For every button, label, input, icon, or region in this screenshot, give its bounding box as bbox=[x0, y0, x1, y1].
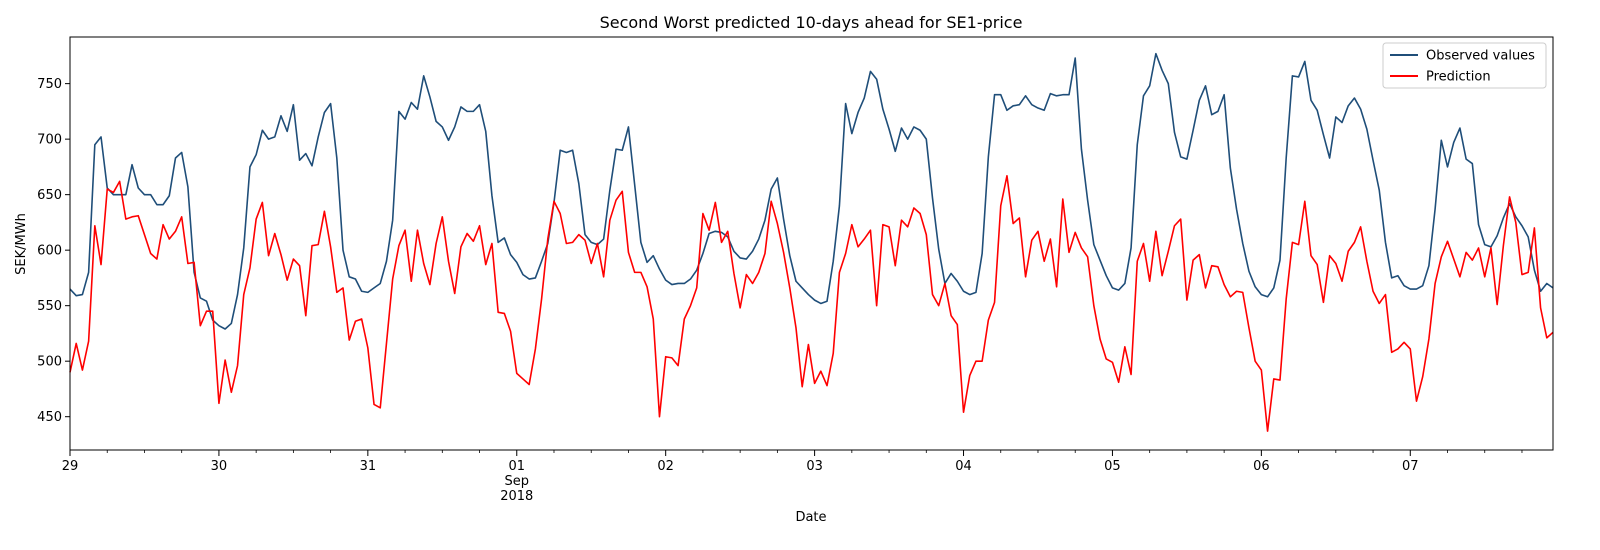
x-axis-label: Date bbox=[795, 510, 826, 525]
y-tick-label: 750 bbox=[37, 77, 62, 92]
y-axis-label: SEK/MWh bbox=[14, 213, 29, 275]
x-tick-label: 02 bbox=[657, 459, 674, 474]
x-tick-label: 30 bbox=[211, 459, 228, 474]
y-tick-label: 550 bbox=[37, 299, 62, 314]
legend-label: Prediction bbox=[1426, 70, 1491, 85]
x-tick-label: 31 bbox=[360, 459, 377, 474]
x-tick-label: 07 bbox=[1402, 459, 1419, 474]
y-axis: 450 500 550 600 650 700 750 bbox=[37, 77, 70, 425]
series-line-prediction bbox=[69, 174, 1554, 432]
legend-label: Observed values bbox=[1426, 49, 1535, 64]
x-tick-label: 03 bbox=[806, 459, 823, 474]
y-tick-label: 450 bbox=[37, 410, 62, 425]
y-tick-label: 600 bbox=[37, 244, 62, 259]
x-tick-label: 01 bbox=[508, 459, 525, 474]
y-tick-label: 700 bbox=[37, 133, 62, 148]
series-line-observed bbox=[69, 52, 1554, 330]
x-tick-label: 05 bbox=[1104, 459, 1121, 474]
x-tick-year-label: 2018 bbox=[500, 489, 533, 504]
plot-frame bbox=[69, 36, 1554, 451]
y-tick-label: 500 bbox=[37, 355, 62, 370]
x-tick-month-label: Sep bbox=[505, 474, 530, 489]
x-tick-label: 06 bbox=[1253, 459, 1270, 474]
plot-area bbox=[69, 36, 1554, 451]
y-tick-label: 650 bbox=[37, 188, 62, 203]
x-tick-label: 04 bbox=[955, 459, 972, 474]
x-tick-label: 29 bbox=[62, 459, 79, 474]
legend: Observed values Prediction bbox=[1382, 42, 1547, 89]
chart-title: Second Worst predicted 10-days ahead for… bbox=[600, 13, 1023, 32]
legend-box bbox=[1382, 42, 1547, 89]
